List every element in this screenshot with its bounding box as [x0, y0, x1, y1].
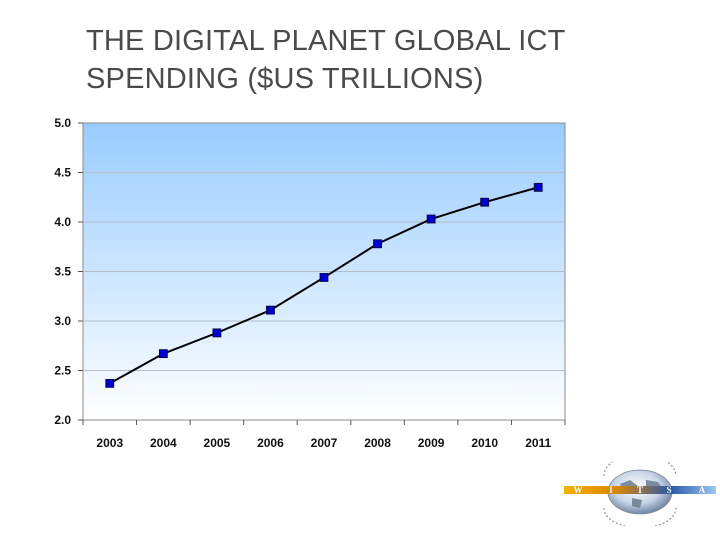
x-tick-label: 2005 — [204, 436, 231, 450]
y-tick-label: 3.5 — [54, 265, 71, 279]
logo-color-band — [564, 486, 716, 494]
x-tick-label: 2006 — [257, 436, 284, 450]
data-point-2005 — [212, 328, 222, 338]
logo-letter-w: W — [574, 485, 583, 495]
grid-lines — [83, 172, 565, 371]
x-tick-label: 2004 — [150, 436, 177, 450]
y-tick-label: 4.0 — [54, 215, 71, 229]
logo-letter-s: S — [666, 485, 671, 495]
x-tick-label: 2007 — [311, 436, 338, 450]
data-point-2006 — [266, 305, 275, 315]
slide-title-line-1: THE DIGITAL PLANET GLOBAL ICT — [86, 25, 566, 57]
series-ict-spending — [105, 182, 543, 388]
logo-letter-i: I — [609, 485, 613, 495]
slide-title-line-2: SPENDING ($US TRILLIONS) — [86, 63, 484, 95]
data-point-2010 — [480, 197, 490, 207]
y-tick-label: 3.0 — [54, 314, 71, 328]
y-tick-label: 2.0 — [54, 413, 71, 427]
x-tick-label: 2010 — [471, 436, 498, 450]
x-tick-label: 2008 — [364, 436, 391, 450]
y-tick-label: 2.5 — [54, 364, 71, 378]
x-tick-label: 2003 — [96, 436, 123, 450]
data-point-2007 — [319, 273, 329, 282]
y-tick-label: 5.0 — [54, 116, 71, 130]
slide-title: THE DIGITAL PLANET GLOBAL ICT SPENDING (… — [86, 22, 686, 98]
data-point-2009 — [426, 214, 436, 224]
data-point-2004 — [158, 349, 168, 359]
x-tick-label: 2009 — [418, 436, 445, 450]
y-tick-label: 4.5 — [54, 166, 71, 180]
x-axis-labels: 2003 2004 2005 2006 2007 2008 2009 2010 2011 — [82, 420, 566, 450]
logo-bottom-arc — [603, 507, 677, 526]
data-point-2008 — [373, 239, 382, 249]
data-point-2003 — [105, 378, 115, 388]
witsa-logo: W I T S A — [564, 462, 716, 526]
y-axis-labels: 2.0 2.5 3.0 3.5 4.0 4.5 5.0 — [54, 116, 83, 427]
logo-letter-t: T — [637, 485, 643, 495]
data-point-2011 — [533, 182, 543, 192]
x-tick-label: 2011 — [525, 436, 551, 450]
logo-letter-a: A — [699, 485, 706, 495]
